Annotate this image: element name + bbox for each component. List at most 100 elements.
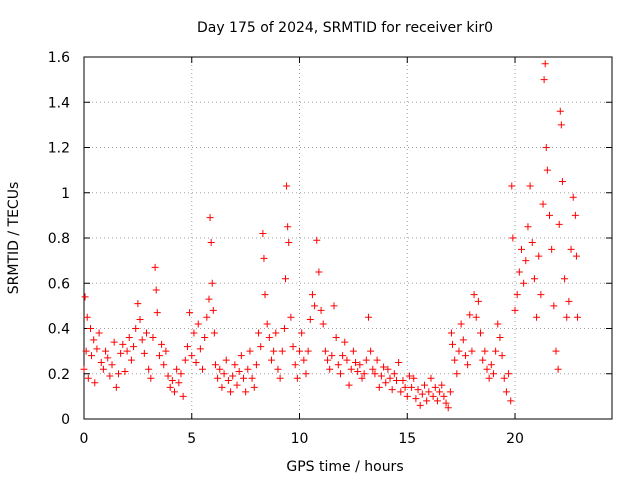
data-point xyxy=(319,320,327,328)
data-point xyxy=(362,356,370,364)
data-point xyxy=(522,257,530,265)
data-point xyxy=(541,60,549,68)
data-point xyxy=(489,370,497,378)
data-point xyxy=(296,347,304,355)
data-point xyxy=(125,334,133,342)
data-point xyxy=(205,295,213,303)
data-point xyxy=(528,239,536,247)
data-point xyxy=(231,361,239,369)
data-point xyxy=(386,374,394,382)
data-point xyxy=(229,372,237,380)
data-point xyxy=(537,291,545,299)
data-point xyxy=(302,370,310,378)
data-point xyxy=(222,356,230,364)
data-point xyxy=(149,334,157,342)
data-point xyxy=(502,388,510,396)
data-point xyxy=(298,329,306,337)
x-tick-label: 10 xyxy=(291,431,309,447)
data-point xyxy=(112,383,120,391)
data-point xyxy=(81,293,89,301)
data-point xyxy=(500,374,508,382)
data-point xyxy=(257,343,265,351)
data-point xyxy=(373,356,381,364)
data-point xyxy=(136,315,144,323)
data-point xyxy=(358,374,366,382)
data-point xyxy=(487,361,495,369)
data-point xyxy=(237,352,245,360)
data-point xyxy=(449,340,457,348)
data-point xyxy=(97,358,105,366)
data-point xyxy=(142,329,150,337)
data-point xyxy=(354,367,362,375)
data-point xyxy=(367,347,375,355)
data-point xyxy=(145,365,153,373)
data-point xyxy=(216,365,224,373)
data-point xyxy=(265,334,273,342)
data-point xyxy=(390,370,398,378)
data-point xyxy=(352,358,360,366)
data-point xyxy=(227,388,235,396)
data-point xyxy=(308,291,316,299)
data-point xyxy=(106,372,114,380)
data-point xyxy=(364,313,372,321)
data-point xyxy=(140,349,148,357)
data-point xyxy=(255,329,263,337)
data-point xyxy=(328,352,336,360)
data-point xyxy=(447,329,455,337)
data-point xyxy=(239,374,247,382)
y-tick-label: 1.6 xyxy=(48,50,70,66)
data-point xyxy=(401,383,409,391)
data-point xyxy=(477,329,485,337)
data-point xyxy=(283,182,291,190)
data-point xyxy=(569,193,577,201)
data-point xyxy=(175,379,183,387)
data-point xyxy=(479,356,487,364)
data-point xyxy=(83,313,91,321)
data-point xyxy=(345,381,353,389)
data-point xyxy=(356,361,364,369)
data-point xyxy=(166,383,174,391)
data-point xyxy=(86,325,94,332)
data-point xyxy=(442,399,450,407)
data-point xyxy=(388,386,396,394)
data-point xyxy=(377,372,385,380)
data-point xyxy=(130,343,138,351)
data-point xyxy=(220,370,228,378)
data-point xyxy=(242,388,250,396)
data-point xyxy=(457,320,465,328)
data-point xyxy=(468,347,476,355)
data-point xyxy=(324,356,332,364)
data-point xyxy=(246,347,254,355)
data-point xyxy=(80,365,88,373)
data-point xyxy=(483,365,491,373)
data-point xyxy=(201,334,209,342)
data-point xyxy=(199,365,207,373)
data-point xyxy=(119,340,127,348)
data-point xyxy=(153,309,161,317)
data-point xyxy=(421,381,429,389)
data-point xyxy=(272,329,280,337)
data-point xyxy=(188,352,196,360)
data-point xyxy=(472,313,480,321)
data-point xyxy=(90,336,98,344)
data-point xyxy=(498,352,506,360)
data-point xyxy=(567,245,575,253)
data-point xyxy=(248,374,256,382)
data-point xyxy=(330,302,338,310)
data-point xyxy=(183,343,191,351)
chart-title: Day 175 of 2024, SRMTID for receiver kir… xyxy=(197,20,493,36)
data-point xyxy=(104,354,112,362)
data-point xyxy=(416,401,424,409)
data-point xyxy=(102,347,110,355)
data-point xyxy=(151,263,159,271)
data-point xyxy=(162,347,170,355)
data-point xyxy=(263,320,271,328)
data-point xyxy=(508,182,516,190)
data-point xyxy=(423,397,431,405)
data-point xyxy=(481,347,489,355)
data-point xyxy=(451,356,459,364)
data-point xyxy=(152,286,160,294)
data-point xyxy=(558,177,566,185)
data-point xyxy=(427,374,435,382)
data-point xyxy=(572,252,580,260)
